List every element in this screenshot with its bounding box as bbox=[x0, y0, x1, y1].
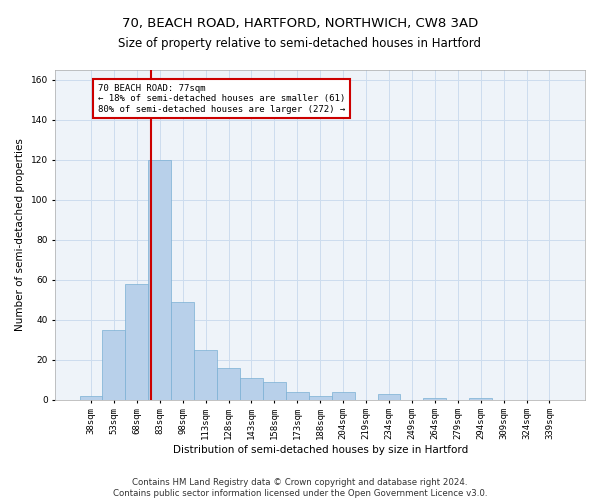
X-axis label: Distribution of semi-detached houses by size in Hartford: Distribution of semi-detached houses by … bbox=[173, 445, 468, 455]
Text: Size of property relative to semi-detached houses in Hartford: Size of property relative to semi-detach… bbox=[119, 38, 482, 51]
Bar bbox=[377, 394, 400, 400]
Bar bbox=[332, 392, 355, 400]
Bar bbox=[194, 350, 217, 400]
Bar bbox=[309, 396, 332, 400]
Bar bbox=[148, 160, 171, 400]
Text: Contains HM Land Registry data © Crown copyright and database right 2024.
Contai: Contains HM Land Registry data © Crown c… bbox=[113, 478, 487, 498]
Text: 70 BEACH ROAD: 77sqm
← 18% of semi-detached houses are smaller (61)
80% of semi-: 70 BEACH ROAD: 77sqm ← 18% of semi-detac… bbox=[98, 84, 345, 114]
Bar bbox=[469, 398, 492, 400]
Bar bbox=[125, 284, 148, 400]
Bar bbox=[286, 392, 309, 400]
Bar bbox=[80, 396, 103, 400]
Bar bbox=[171, 302, 194, 400]
Y-axis label: Number of semi-detached properties: Number of semi-detached properties bbox=[15, 138, 25, 331]
Text: 70, BEACH ROAD, HARTFORD, NORTHWICH, CW8 3AD: 70, BEACH ROAD, HARTFORD, NORTHWICH, CW8… bbox=[122, 18, 478, 30]
Bar bbox=[103, 330, 125, 400]
Bar bbox=[240, 378, 263, 400]
Bar bbox=[263, 382, 286, 400]
Bar bbox=[217, 368, 240, 400]
Bar bbox=[424, 398, 446, 400]
